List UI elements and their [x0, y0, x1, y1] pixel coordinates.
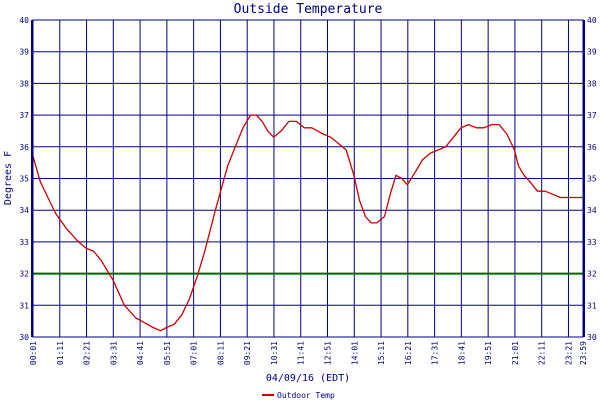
series-group	[32, 114, 583, 332]
y-tick-label-right: 30	[587, 333, 597, 342]
x-tick-label: 23:59	[579, 341, 588, 365]
y-tick-label-right: 35	[587, 175, 597, 184]
x-tick-label: 23:21	[564, 341, 573, 365]
x-tick-label: 17:31	[431, 341, 440, 365]
series-line-outdoor-temp	[32, 114, 583, 332]
x-tick-label: 19:51	[484, 341, 493, 365]
x-tick-label: 14:01	[350, 341, 359, 365]
x-tick-label: 07:01	[190, 341, 199, 365]
x-tick-label: 11:41	[297, 341, 306, 365]
x-tick-label: 16:21	[404, 341, 413, 365]
y-tick-labels-right: 30 31 32 33 34 35 36 37 38 39 40	[587, 16, 597, 342]
y-tick-label: 37	[19, 111, 29, 120]
y-tick-label: 38	[19, 79, 29, 88]
x-tick-label: 12:51	[324, 341, 333, 365]
x-tick-label: 01:11	[56, 341, 65, 365]
x-tick-label: 04:41	[136, 341, 145, 365]
x-tick-labels: 00:01 01:11 02:21 03:31 04:41 05:51 07:01 08:11…	[29, 341, 588, 365]
y-tick-label: 32	[19, 270, 29, 279]
y-tick-label: 35	[19, 175, 29, 184]
x-tick-label: 15:11	[377, 341, 386, 365]
legend: Outdoor Temp	[262, 391, 335, 400]
y-tick-label: 33	[19, 238, 29, 247]
x-tick-label: 18:41	[457, 341, 466, 365]
x-tick-label: 21:01	[511, 341, 520, 365]
x-axis-label: 04/09/16 (EDT)	[266, 373, 350, 384]
y-tick-label-right: 31	[587, 301, 597, 310]
x-tick-label: 22:11	[538, 341, 547, 365]
x-tick-label: 10:31	[270, 341, 279, 365]
y-tick-label: 31	[19, 301, 29, 310]
y-tick-label-right: 39	[587, 48, 597, 57]
y-tick-label: 39	[19, 48, 29, 57]
x-tick-label: 08:11	[216, 341, 225, 365]
y-axis-label: Degrees F	[3, 151, 14, 205]
x-tick-label: 00:01	[29, 341, 38, 365]
chart-title: Outside Temperature	[234, 2, 383, 17]
y-tick-label: 40	[19, 16, 29, 25]
y-tick-label-right: 40	[587, 16, 597, 25]
plot-frame	[31, 19, 585, 338]
y-tick-label-right: 36	[587, 143, 597, 152]
y-tick-label-right: 33	[587, 238, 597, 247]
legend-label: Outdoor Temp	[277, 391, 335, 400]
y-tick-labels-left: 30 31 32 33 34 35 36 37 38 39 40	[19, 16, 29, 342]
y-tick-label-right: 38	[587, 79, 597, 88]
y-tick-label-right: 32	[587, 270, 597, 279]
x-tick-label: 02:21	[83, 341, 92, 365]
y-tick-label: 36	[19, 143, 29, 152]
y-tick-label-right: 34	[587, 206, 597, 215]
x-tick-label: 09:21	[243, 341, 252, 365]
x-tick-label: 03:31	[109, 341, 118, 365]
y-tick-label: 30	[19, 333, 29, 342]
x-tick-label: 05:51	[163, 341, 172, 365]
y-tick-label: 34	[19, 206, 29, 215]
y-tick-label-right: 37	[587, 111, 597, 120]
